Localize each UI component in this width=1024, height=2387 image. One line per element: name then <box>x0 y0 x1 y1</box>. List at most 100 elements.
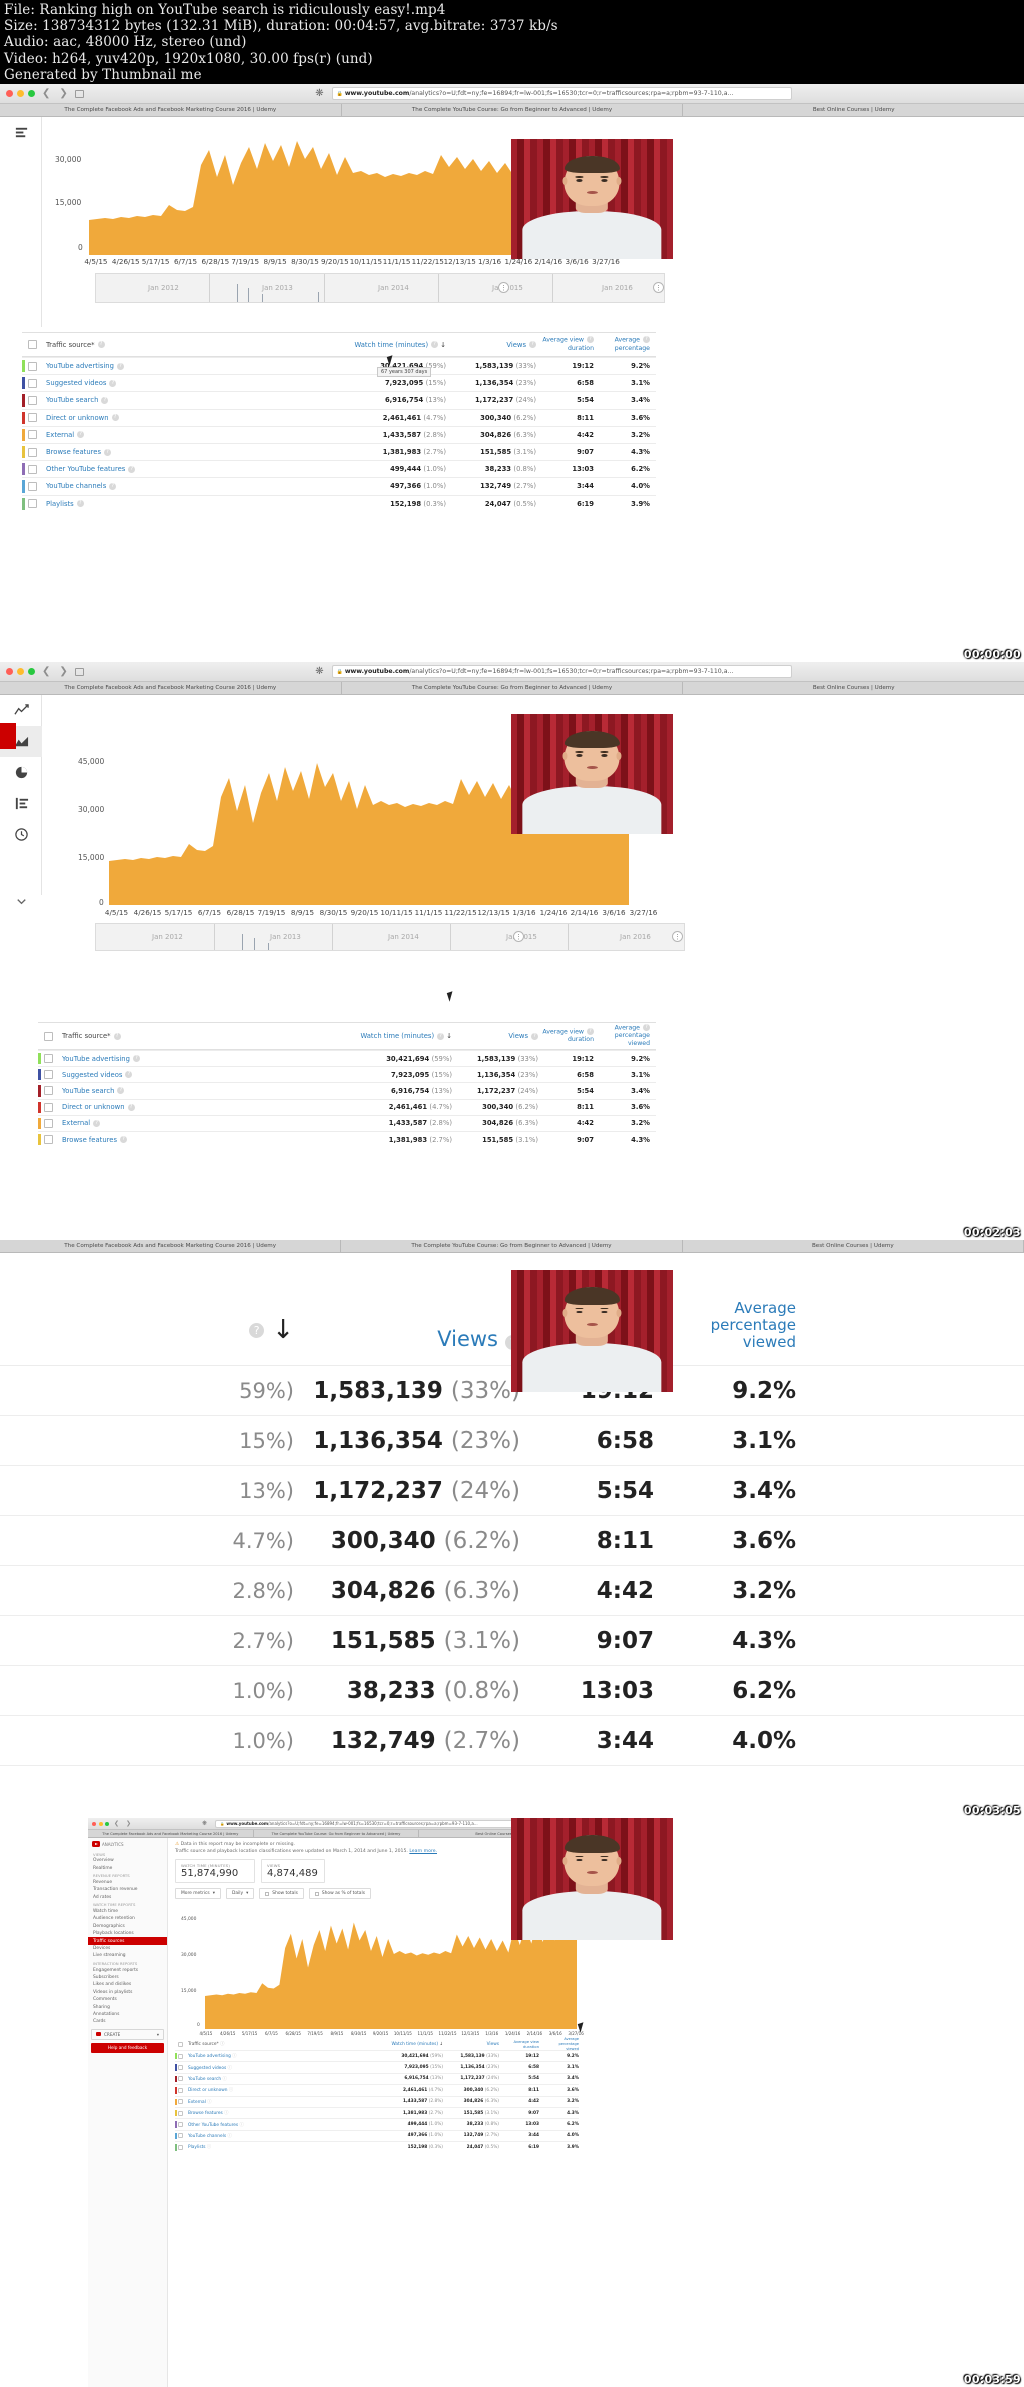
show-totals-toggle[interactable]: Show totals <box>259 1888 304 1899</box>
minimize-icon[interactable] <box>98 1821 103 1826</box>
zoom-icon[interactable] <box>28 90 35 97</box>
row-source-name[interactable]: Direct or unknown? <box>46 414 296 422</box>
learn-more-link[interactable]: Learn more. <box>409 1849 437 1854</box>
row-source-name[interactable]: YouTube search ⓘ <box>188 2076 227 2082</box>
sidebar-toggle-icon[interactable] <box>74 667 84 676</box>
sidebar-item-live-streaming[interactable]: Live streaming <box>93 1953 126 1959</box>
select-all-checkbox[interactable] <box>28 340 37 349</box>
timeline-minimap-1[interactable]: Jan 2012 Jan 2013 Jan 2014 Jan 2015 Jan … <box>95 273 665 303</box>
sidebar-item-transaction-revenue[interactable]: Transaction revenue <box>93 1887 138 1893</box>
tab-facebook-course[interactable]: The Complete Facebook Ads and Facebook M… <box>0 682 342 694</box>
close-icon[interactable] <box>92 1821 96 1826</box>
table-row[interactable]: 2.8%) 304,826 (6.3%) 4:42 3.2% <box>0 1566 1024 1616</box>
table-row[interactable]: 4.7%) 300,340 (6.2%) 8:11 3.6% <box>0 1516 1024 1566</box>
row-checkbox[interactable] <box>44 1135 53 1145</box>
row-source-name[interactable]: External ⓘ <box>188 2099 212 2105</box>
window-controls-2[interactable] <box>6 668 35 675</box>
back-button[interactable]: ❮ <box>42 666 51 677</box>
sidebar-item-annotations[interactable]: Annotations <box>93 2011 120 2017</box>
window-controls-4[interactable] <box>92 1821 109 1826</box>
row-checkbox[interactable] <box>178 2133 183 2139</box>
sidebar-item-ad-rates[interactable]: Ad rates <box>93 1894 112 1900</box>
sidebar-item-comments[interactable]: Comments <box>93 1997 117 2003</box>
sidebar-item-engagement-reports[interactable]: Engagement reports <box>93 1967 139 1973</box>
row-source-name[interactable]: Playlists ⓘ <box>188 2145 212 2151</box>
row-source-name[interactable]: Suggested videos ⓘ <box>188 2065 232 2071</box>
zoom-icon[interactable] <box>28 668 35 675</box>
select-all-checkbox[interactable] <box>178 2041 183 2047</box>
minimap-right-handle-2[interactable]: ⋮ <box>672 931 683 942</box>
table-row[interactable]: Direct or unknown ⓘ 2,461,461 (4.7%) 300,3… <box>175 2084 579 2095</box>
create-button[interactable]: CREATE ▾ <box>91 2028 164 2040</box>
row-source-name[interactable]: Suggested videos? <box>62 1071 312 1079</box>
row-checkbox[interactable] <box>178 2065 183 2071</box>
row-source-name[interactable]: Other YouTube features? <box>46 465 296 473</box>
table-row[interactable]: Direct or unknown? 2,461,461 (4.7%) 300,34… <box>38 1098 656 1115</box>
table-row[interactable]: YouTube advertising? 30,421,694 (59%) 1,58… <box>38 1050 656 1066</box>
gear-icon[interactable]: ❋ <box>315 666 324 677</box>
sidebar-toggle-icon[interactable] <box>74 89 84 98</box>
forward-button[interactable]: ❯ <box>126 1821 132 1827</box>
sidebar-item-likes-and-dislikes[interactable]: Likes and dislikes <box>93 1982 132 1988</box>
tab-facebook-course[interactable]: The Complete Facebook Ads and Facebook M… <box>88 1830 254 1837</box>
row-checkbox[interactable] <box>28 413 37 423</box>
table-row[interactable]: 2.7%) 151,585 (3.1%) 9:07 4.3% <box>0 1616 1024 1666</box>
sidebar-item-demographics[interactable]: Demographics <box>93 1923 125 1929</box>
pie-chart-icon[interactable] <box>0 757 42 788</box>
row-source-name[interactable]: YouTube search? <box>46 396 296 404</box>
table-row[interactable]: YouTube search? 6,916,754 (13%) 1,172,237 … <box>22 391 656 408</box>
gear-icon[interactable]: ❋ <box>202 1821 208 1827</box>
row-checkbox[interactable] <box>28 395 37 405</box>
sidebar-item-sharing[interactable]: Sharing <box>93 2004 110 2010</box>
row-source-name[interactable]: YouTube advertising? <box>46 362 296 370</box>
row-checkbox[interactable] <box>178 2099 183 2105</box>
sidebar-item-traffic-sources[interactable]: Traffic sources <box>88 1937 167 1945</box>
tab-facebook-course[interactable]: The Complete Facebook Ads and Facebook M… <box>0 104 342 116</box>
row-checkbox[interactable] <box>44 1070 53 1080</box>
table-row[interactable]: Browse features ⓘ 1,381,983 (2.7%) 151,585… <box>175 2106 579 2118</box>
minimize-icon[interactable] <box>17 90 24 97</box>
tab-best-online-courses[interactable]: Best Online Courses | Udemy <box>683 1240 1024 1252</box>
row-checkbox[interactable] <box>178 2110 183 2116</box>
table-row[interactable]: YouTube channels? 497,366 (1.0%) 132,749 (… <box>22 477 656 494</box>
sidebar-item-cards[interactable]: Cards <box>93 2019 106 2025</box>
address-bar-4[interactable]: 🔒 www.youtube.com/analytics?o=U;fdt=ny;f… <box>215 1819 516 1828</box>
forward-button[interactable]: ❯ <box>59 88 68 99</box>
row-source-name[interactable]: Suggested videos? <box>46 379 296 387</box>
close-icon[interactable] <box>6 90 13 97</box>
show-as-percent-toggle[interactable]: Show as % of totals <box>308 1888 371 1899</box>
row-source-name[interactable]: Browse features? <box>62 1136 312 1144</box>
row-source-name[interactable]: External? <box>46 431 296 439</box>
row-source-name[interactable]: Direct or unknown ⓘ <box>188 2088 234 2094</box>
table-row[interactable]: Direct or unknown? 2,461,461 (4.7%) 300,34… <box>22 408 656 426</box>
row-checkbox[interactable] <box>28 378 37 388</box>
daily-dropdown[interactable]: Daily ▾ <box>225 1888 255 1899</box>
clock-icon[interactable] <box>0 819 42 850</box>
table-row[interactable]: External ⓘ 1,433,587 (2.8%) 304,826 (6.3%)… <box>175 2095 579 2107</box>
select-all-checkbox[interactable] <box>44 1031 53 1041</box>
table-row[interactable]: 1.0%) 132,749 (2.7%) 3:44 4.0% <box>0 1716 1024 1766</box>
tab-youtube-course[interactable]: The Complete YouTube Course: Go from Beg… <box>342 104 684 116</box>
close-icon[interactable] <box>6 668 13 675</box>
bar-list-icon[interactable] <box>0 117 42 148</box>
minimap-left-handle-2[interactable]: ⋮ <box>513 931 524 942</box>
row-source-name[interactable]: Browse features? <box>46 448 296 456</box>
window-controls-1[interactable] <box>6 90 35 97</box>
row-checkbox[interactable] <box>178 2076 183 2082</box>
sidebar-item-playback-locations[interactable]: Playback locations <box>93 1931 134 1937</box>
timeline-minimap-2[interactable]: Jan 2012 Jan 2013 Jan 2014 Jan 2015 Jan … <box>95 923 685 951</box>
sidebar-item-subscribers[interactable]: Subscribers <box>93 1975 119 1981</box>
chevron-down-icon[interactable] <box>0 886 42 917</box>
address-bar-2[interactable]: 🔒 www.youtube.com/analytics?o=U;fdt=ny;f… <box>331 665 792 678</box>
tab-best-online-courses[interactable]: Best Online Courses | Udemy <box>812 685 895 691</box>
table-row[interactable]: External? 1,433,587 (2.8%) 304,826 (6.3%) 4… <box>38 1114 656 1131</box>
row-checkbox[interactable] <box>28 447 37 457</box>
bar-list-icon[interactable] <box>0 788 42 819</box>
row-checkbox[interactable] <box>44 1086 53 1096</box>
table-row[interactable]: 15%) 1,136,354 (23%) 6:58 3.1% <box>0 1416 1024 1466</box>
sidebar-item-videos-in-playlists[interactable]: Videos in playlists <box>93 1989 133 1995</box>
row-checkbox[interactable] <box>28 499 37 509</box>
row-source-name[interactable]: Playlists? <box>46 500 296 508</box>
row-checkbox[interactable] <box>178 2053 183 2059</box>
gear-icon[interactable]: ❋ <box>315 88 324 99</box>
